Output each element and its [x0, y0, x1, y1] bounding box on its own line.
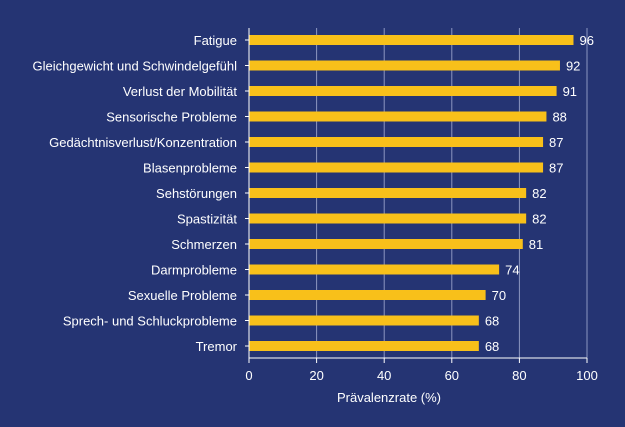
- bars-layer: [249, 35, 574, 351]
- data-label: 70: [492, 288, 506, 303]
- labels-layer: 0 20 40 60 80 100 Fatigue 96 Gleichgewicht und S…: [32, 33, 597, 383]
- axes-layer: [245, 28, 588, 363]
- category-label: Sehstörungen: [156, 186, 237, 201]
- data-label: 82: [532, 212, 546, 227]
- data-label: 92: [566, 59, 580, 74]
- data-label: 88: [552, 110, 566, 125]
- bar: [249, 213, 527, 224]
- data-label: 82: [532, 186, 546, 201]
- data-label: 68: [485, 339, 499, 354]
- category-label: Fatigue: [194, 33, 237, 48]
- bar: [249, 162, 544, 173]
- category-label: Darmprobleme: [151, 263, 237, 278]
- x-tick-label: 0: [245, 368, 252, 383]
- x-tick-label: 100: [576, 368, 598, 383]
- bar: [249, 137, 544, 147]
- data-label: 81: [529, 237, 543, 252]
- bar: [249, 264, 500, 275]
- x-tick-label: 40: [377, 368, 391, 383]
- category-label: Sexuelle Probleme: [128, 288, 237, 303]
- data-label: 74: [505, 263, 519, 278]
- category-label: Spastizität: [177, 212, 237, 227]
- x-tick-label: 20: [309, 368, 323, 383]
- category-label: Sprech- und Schluckprobleme: [63, 314, 237, 329]
- x-axis-title: Prävalenzrate (%): [337, 390, 441, 405]
- bar: [249, 290, 486, 300]
- data-label: 96: [579, 33, 593, 48]
- bar: [249, 239, 523, 249]
- data-label: 68: [485, 314, 499, 329]
- x-tick-label: 60: [445, 368, 459, 383]
- data-label: 87: [549, 135, 563, 150]
- data-label: 87: [549, 161, 563, 176]
- category-label: Tremor: [196, 339, 238, 354]
- category-label: Schmerzen: [171, 237, 237, 252]
- bar: [249, 111, 547, 122]
- category-label: Blasenprobleme: [143, 161, 237, 176]
- bar: [249, 315, 479, 326]
- category-label: Verlust der Mobilität: [123, 84, 238, 99]
- bar: [249, 188, 527, 198]
- bar: [249, 86, 557, 96]
- category-label: Sensorische Probleme: [106, 110, 237, 125]
- bar: [249, 341, 479, 351]
- category-label: Gedächtnisverlust/Konzentration: [49, 135, 237, 150]
- x-tick-label: 80: [512, 368, 526, 383]
- data-label: 91: [563, 84, 577, 99]
- bar: [249, 60, 560, 71]
- bar: [249, 35, 574, 45]
- category-label: Gleichgewicht und Schwindelgefühl: [32, 59, 237, 74]
